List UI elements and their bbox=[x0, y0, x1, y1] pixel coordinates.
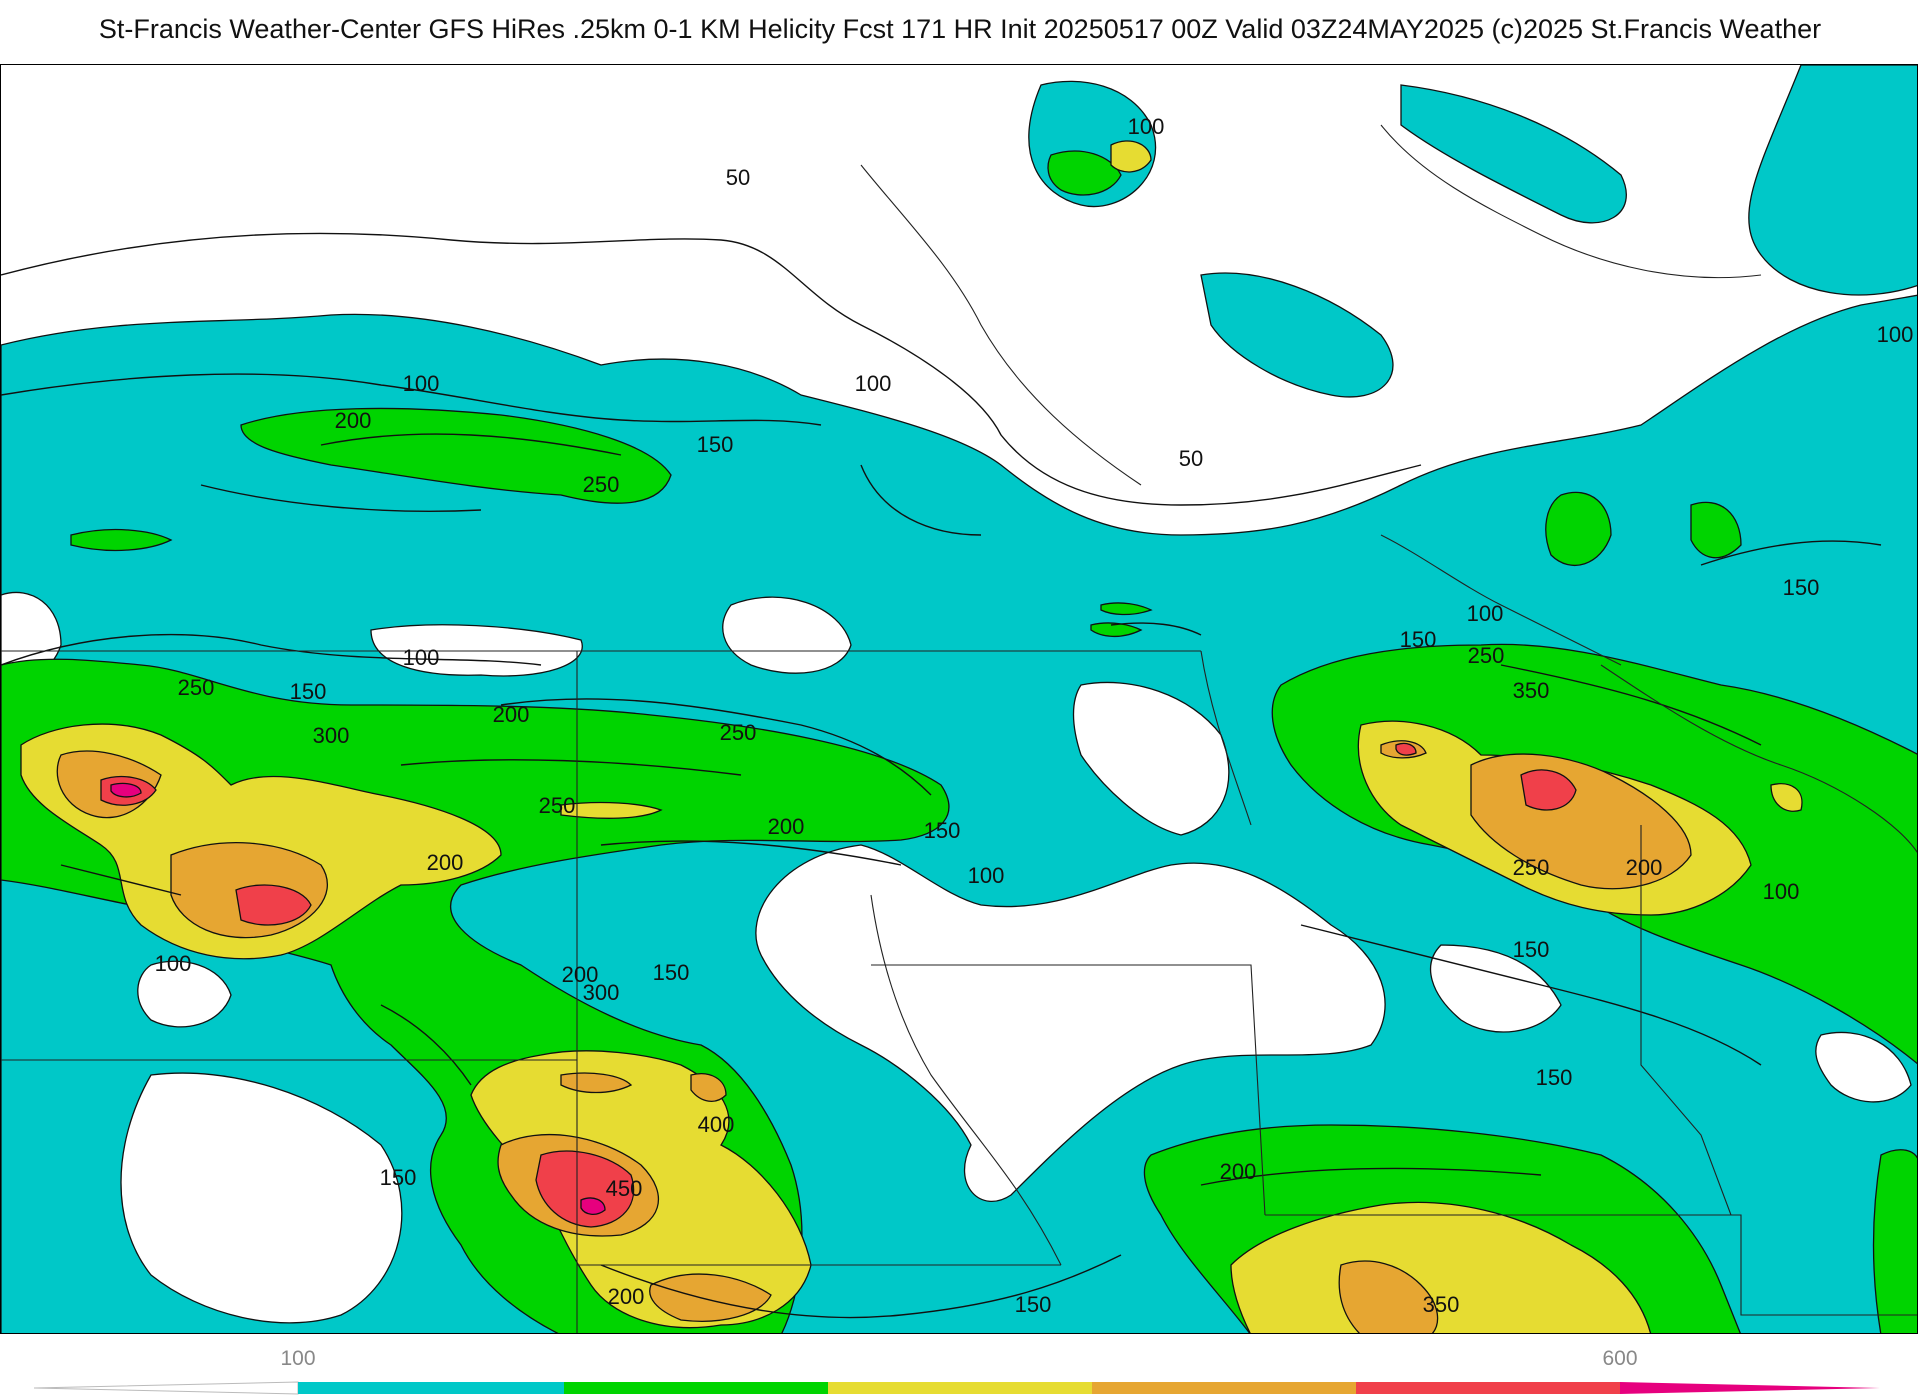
political-borders bbox=[1, 124, 1917, 1333]
contour-label: 200 bbox=[493, 702, 530, 727]
contour-label: 150 bbox=[1400, 627, 1437, 652]
contour-label: 150 bbox=[1783, 575, 1820, 600]
contour-label: 250 bbox=[539, 793, 576, 818]
contour-label: 200 bbox=[768, 814, 805, 839]
contour-label: 100 bbox=[1128, 114, 1165, 139]
contour-label: 400 bbox=[698, 1112, 735, 1137]
contour-label: 200 bbox=[1626, 855, 1663, 880]
contour-label: 100 bbox=[968, 863, 1005, 888]
color-scale-legend: 100 600 bbox=[0, 1334, 1920, 1400]
legend-swatch-100 bbox=[298, 1382, 564, 1394]
contour-label: 150 bbox=[1015, 1292, 1052, 1317]
contour-label: 350 bbox=[1423, 1292, 1460, 1317]
contour-label: 150 bbox=[380, 1165, 417, 1190]
legend-swatch-500 bbox=[1356, 1382, 1620, 1394]
contour-label: 50 bbox=[726, 165, 750, 190]
contour-label: 250 bbox=[178, 675, 215, 700]
contour-label: 300 bbox=[583, 980, 620, 1005]
fill-band-550 bbox=[110, 782, 606, 1215]
contour-label: 100 bbox=[1763, 879, 1800, 904]
legend-swatch-400 bbox=[1092, 1382, 1356, 1394]
contour-label: 150 bbox=[697, 432, 734, 457]
contour-label: 200 bbox=[427, 850, 464, 875]
contour-label: 250 bbox=[1468, 643, 1505, 668]
contour-label: 200 bbox=[562, 962, 599, 987]
contour-label: 200 bbox=[608, 1284, 645, 1309]
legend-swatch-600-plus bbox=[1620, 1382, 1880, 1394]
legend-tick-label: 100 bbox=[280, 1347, 315, 1370]
map-panel[interactable]: 50 100 50 100 100 200 150 250 100 150 10… bbox=[0, 64, 1918, 1334]
contour-label: 250 bbox=[720, 720, 757, 745]
contour-label: 250 bbox=[1513, 855, 1550, 880]
fill-band-450 bbox=[100, 742, 1577, 1228]
contour-label: 200 bbox=[1220, 1159, 1257, 1184]
contour-label: 150 bbox=[653, 960, 690, 985]
legend-bar: 100 600 bbox=[33, 1347, 1880, 1395]
contour-label: 150 bbox=[290, 679, 327, 704]
contour-label: 50 bbox=[1179, 446, 1203, 471]
contour-labels: 50 100 50 100 100 200 150 250 100 150 10… bbox=[155, 114, 1914, 1317]
contour-label: 150 bbox=[1536, 1065, 1573, 1090]
contour-label: 200 bbox=[335, 408, 372, 433]
legend-swatch-below-100 bbox=[33, 1381, 299, 1395]
legend-swatch-300 bbox=[828, 1382, 1092, 1394]
contour-label: 100 bbox=[1877, 322, 1914, 347]
contour-lines bbox=[1, 232, 1882, 1319]
contour-label: 250 bbox=[583, 472, 620, 497]
contour-label: 100 bbox=[155, 951, 192, 976]
helicity-map[interactable]: 50 100 50 100 100 200 150 250 100 150 10… bbox=[1, 65, 1918, 1334]
contour-label: 450 bbox=[606, 1176, 643, 1201]
map-title: St-Francis Weather-Center GFS HiRes .25k… bbox=[98, 14, 1822, 44]
legend-tick-label: 600 bbox=[1602, 1347, 1637, 1370]
contour-label: 300 bbox=[313, 723, 350, 748]
contour-label: 100 bbox=[403, 645, 440, 670]
contour-label: 350 bbox=[1513, 678, 1550, 703]
legend-swatch-200 bbox=[564, 1382, 828, 1394]
contour-label: 150 bbox=[924, 818, 961, 843]
contour-label: 100 bbox=[403, 371, 440, 396]
contour-label: 150 bbox=[1513, 937, 1550, 962]
contour-label: 100 bbox=[1467, 601, 1504, 626]
contour-label: 100 bbox=[855, 371, 892, 396]
